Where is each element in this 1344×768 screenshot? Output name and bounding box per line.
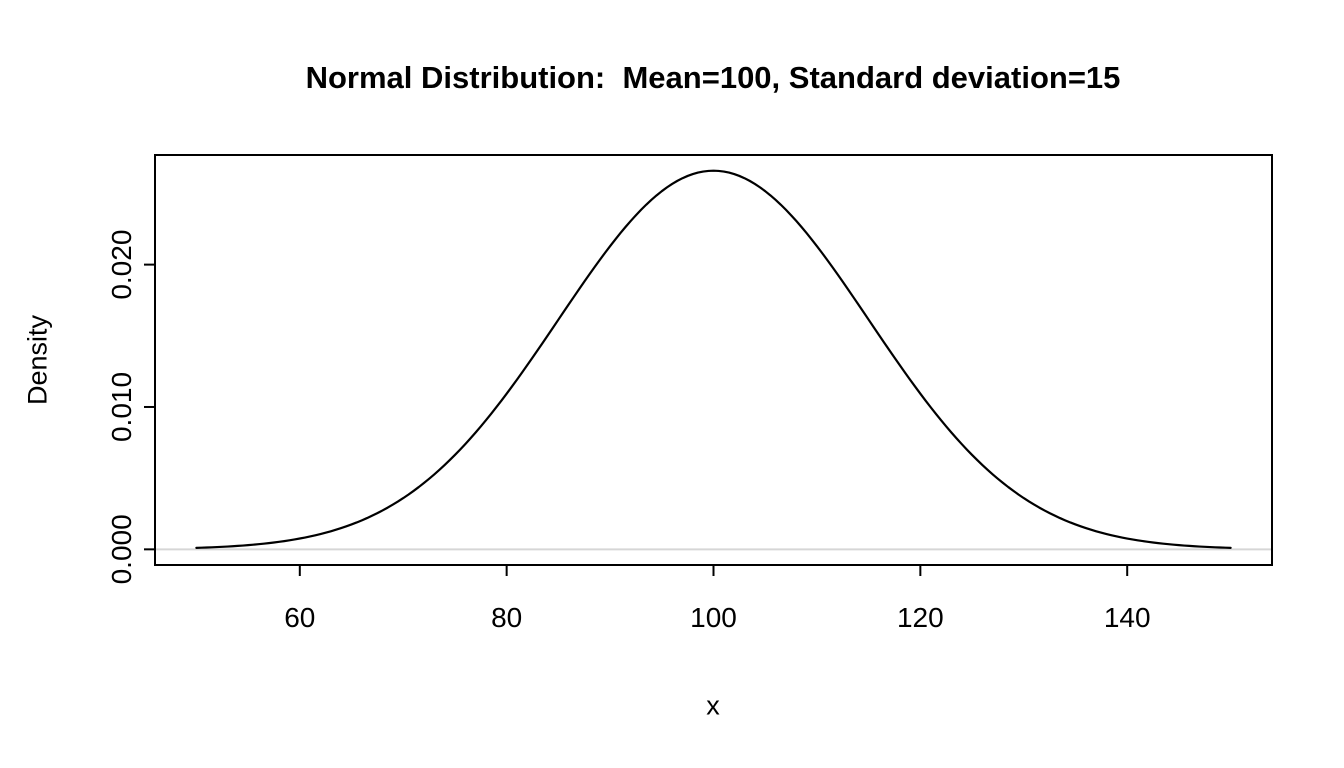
y-tick-label: 0.020 xyxy=(106,230,137,300)
y-axis-title: Density xyxy=(22,314,53,406)
x-tick-label: 80 xyxy=(491,602,522,633)
y-tick-label: 0.010 xyxy=(106,372,137,442)
density-curve xyxy=(195,169,1232,549)
x-axis-title: x xyxy=(706,690,720,721)
x-tick-label: 120 xyxy=(897,602,944,633)
chart-title: Normal Distribution: Mean=100, Standard … xyxy=(305,60,1121,95)
x-tick-label: 60 xyxy=(284,602,315,633)
x-tick-label: 100 xyxy=(690,602,737,633)
x-tick-label: 140 xyxy=(1104,602,1151,633)
plot-box xyxy=(154,154,1273,566)
y-tick-label: 0.000 xyxy=(106,514,137,584)
